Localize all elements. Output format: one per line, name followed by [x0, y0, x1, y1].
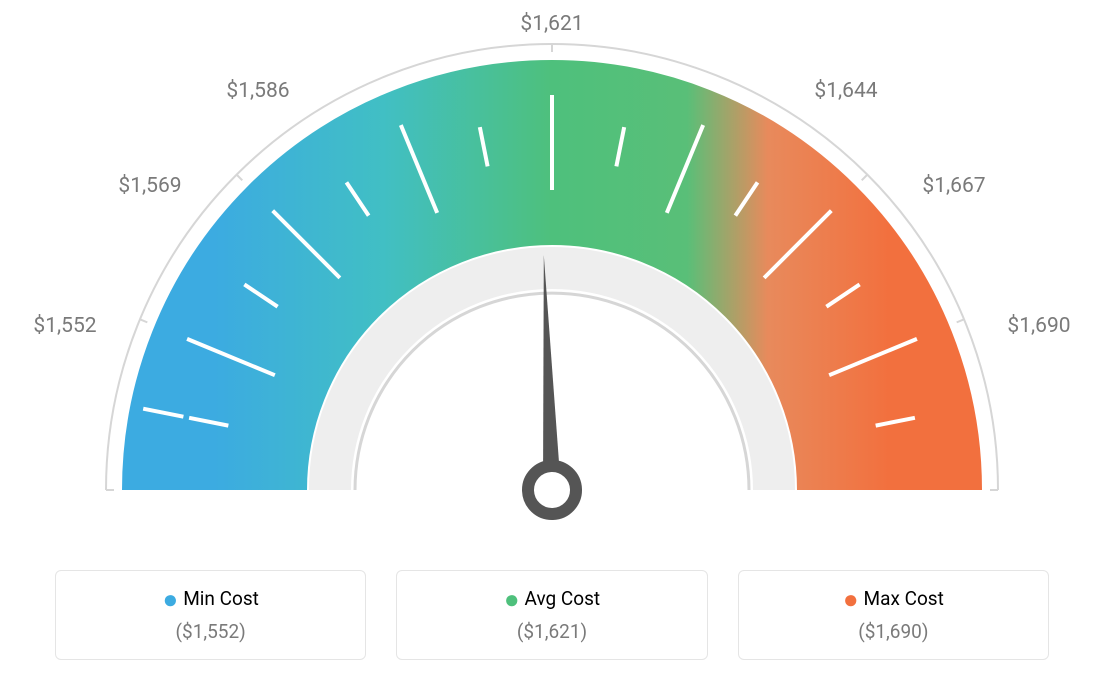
gauge-chart: $1,552 $1,569 $1,586 $1,621 $1,644 $1,66… — [0, 0, 1104, 560]
legend-label: Max Cost — [864, 587, 944, 610]
gauge-tick-label: $1,667 — [922, 174, 985, 198]
legend-card-avg: ●Avg Cost ($1,621) — [396, 570, 707, 660]
legend-card-min: ●Min Cost ($1,552) — [55, 570, 366, 660]
gauge-tick-label: $1,690 — [1007, 314, 1070, 338]
gauge-tick-label: $1,644 — [814, 79, 877, 103]
legend-row: ●Min Cost ($1,552) ●Avg Cost ($1,621) ●M… — [55, 570, 1049, 660]
legend-value-min: ($1,552) — [76, 620, 345, 643]
gauge-svg — [0, 0, 1104, 560]
gauge-tick-label: $1,586 — [226, 79, 289, 103]
cost-gauge-container: $1,552 $1,569 $1,586 $1,621 $1,644 $1,66… — [0, 0, 1104, 690]
dot-icon: ● — [504, 585, 520, 615]
legend-title-min: ●Min Cost — [76, 587, 345, 610]
legend-value-avg: ($1,621) — [417, 620, 686, 643]
legend-label: Avg Cost — [525, 587, 601, 610]
legend-title-avg: ●Avg Cost — [417, 587, 686, 610]
legend-title-max: ●Max Cost — [759, 587, 1028, 610]
legend-value-max: ($1,690) — [759, 620, 1028, 643]
legend-label: Min Cost — [183, 587, 259, 610]
legend-card-max: ●Max Cost ($1,690) — [738, 570, 1049, 660]
gauge-tick-label: $1,569 — [118, 174, 181, 198]
gauge-tick-label: $1,621 — [520, 12, 583, 36]
dot-icon: ● — [162, 585, 178, 615]
gauge-tick-label: $1,552 — [33, 314, 96, 338]
dot-icon: ● — [843, 585, 859, 615]
